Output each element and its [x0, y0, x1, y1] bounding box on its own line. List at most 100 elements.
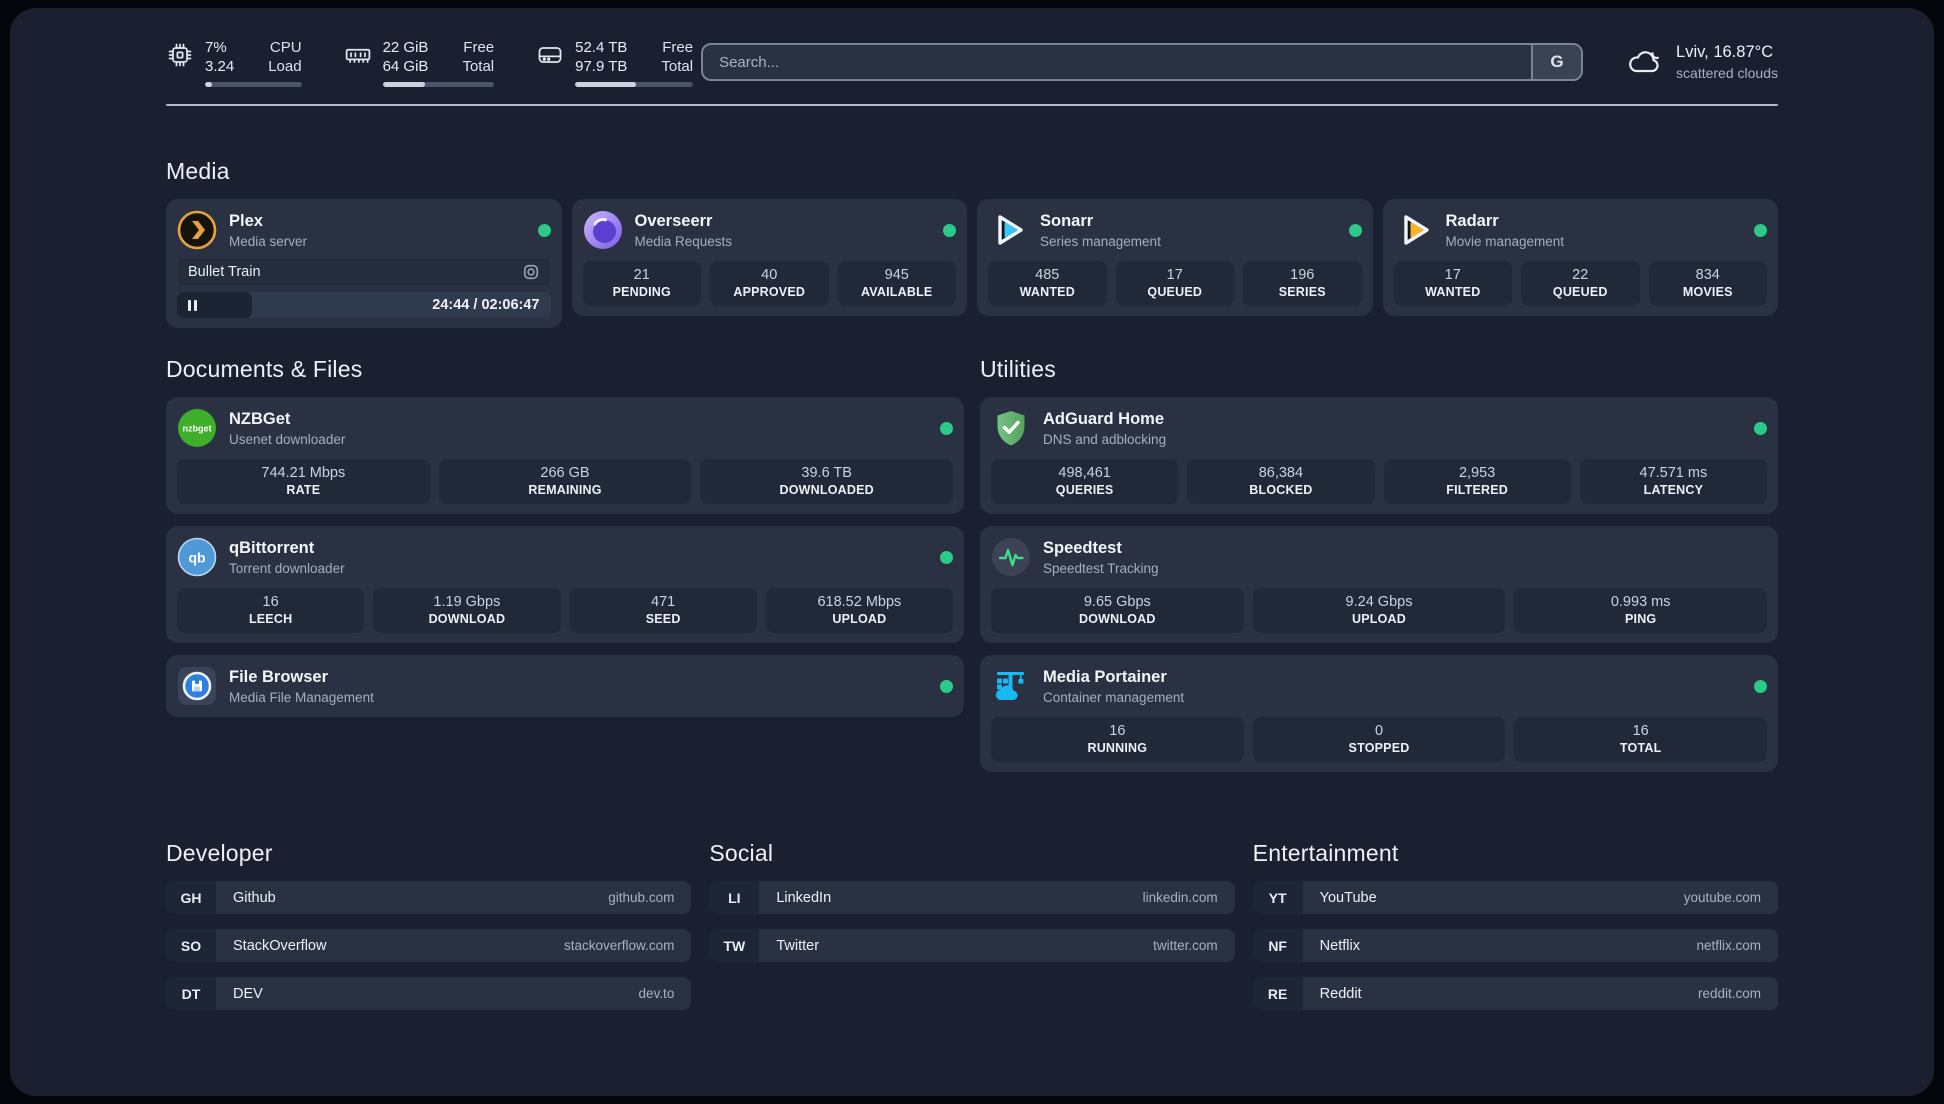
- card-speedtest[interactable]: Speedtest Speedtest Tracking 9.65 Gbps D…: [980, 526, 1778, 643]
- nzbget-title: NZBGet: [229, 409, 291, 428]
- entertainment-column: Entertainment YT YouTube youtube.com NF …: [1252, 812, 1778, 1025]
- portainer-icon: [995, 672, 1024, 701]
- bookmark-twitter[interactable]: TW Twitter twitter.com: [709, 929, 1235, 962]
- top-bar: 7% 3.24 CPU Load 22 GiB: [166, 36, 1778, 88]
- adguard-title: AdGuard Home: [1043, 409, 1165, 428]
- nzbget-subtitle: Usenet downloader: [229, 431, 346, 447]
- disk-widget: 52.4 TB 97.9 TB Free Total: [536, 38, 694, 87]
- filebrowser-icon: [178, 667, 216, 705]
- stat-seed: 471 SEED: [569, 588, 757, 633]
- header-divider: [166, 104, 1778, 106]
- adguard-icon: [997, 411, 1025, 446]
- bookmark-github[interactable]: GH Github github.com: [166, 881, 692, 914]
- portainer-title: Media Portainer: [1043, 667, 1167, 686]
- stat-rate: 744.21 Mbps RATE: [177, 459, 430, 504]
- search-bar: G: [701, 43, 1584, 81]
- bookmark-stackoverflow[interactable]: SO StackOverflow stackoverflow.com: [166, 929, 692, 962]
- stat-wanted: 485 WANTED: [988, 261, 1107, 306]
- stat-stopped: 0 STOPPED: [1252, 717, 1506, 762]
- sonarr-title: Sonarr: [1040, 211, 1094, 230]
- svg-text:qb: qb: [188, 550, 205, 566]
- stat-total: 16 TOTAL: [1514, 717, 1768, 762]
- filebrowser-subtitle: Media File Management: [229, 689, 374, 705]
- filebrowser-status-dot: [940, 679, 953, 693]
- stat-queries: 498,461 QUERIES: [991, 459, 1179, 504]
- card-qbittorrent[interactable]: qb qBittorrent Torrent downloader 16 LEE…: [166, 526, 964, 643]
- pause-icon[interactable]: [188, 299, 197, 311]
- disk-icon: [538, 46, 562, 63]
- utilities-column: Utilities AdGuard Home DNS and adblockin…: [980, 328, 1778, 784]
- section-heading-utilities: Utilities: [980, 356, 1056, 382]
- bookmark-dev[interactable]: DT DEV dev.to: [166, 977, 692, 1010]
- bookmark-linkedin[interactable]: LI LinkedIn linkedin.com: [709, 881, 1235, 914]
- main-grid: Documents & Files nzbget NZBGet Usenet d…: [166, 328, 1778, 784]
- speedtest-title: Speedtest: [1043, 538, 1122, 557]
- disk-labels: Free Total: [661, 38, 694, 75]
- overseerr-subtitle: Media Requests: [634, 233, 733, 249]
- stat-downloaded: 39.6 TB DOWNLOADED: [700, 459, 954, 504]
- adguard-subtitle: DNS and adblocking: [1043, 431, 1167, 447]
- weather-condition: scattered clouds: [1676, 65, 1778, 81]
- bookmarks-grid: Developer GH Github github.com SO StackO…: [166, 812, 1778, 1025]
- speedtest-icon: [992, 538, 1030, 576]
- radarr-subtitle: Movie management: [1445, 233, 1565, 249]
- stat-upload: 618.52 Mbps UPLOAD: [765, 588, 953, 633]
- nzbget-icon: nzbget: [178, 409, 216, 447]
- speedtest-subtitle: Speedtest Tracking: [1043, 560, 1159, 576]
- weather-widget: Lviv, 16.87°C scattered clouds: [1627, 43, 1778, 81]
- cloud-icon: [1629, 51, 1659, 73]
- card-nzbget[interactable]: nzbget NZBGet Usenet downloader 744.21 M…: [166, 397, 964, 514]
- media-grid: Plex Media server Bullet Train 24:44 / 0…: [166, 199, 1778, 328]
- bookmark-netflix[interactable]: NF Netflix netflix.com: [1252, 929, 1778, 962]
- section-heading-social: Social: [709, 840, 774, 866]
- qbittorrent-status-dot: [940, 550, 953, 564]
- weather-location-temp: Lviv, 16.87°C: [1676, 43, 1774, 61]
- plex-icon: [177, 210, 217, 250]
- video-icon: [523, 264, 538, 280]
- memory-labels: Free Total: [462, 38, 495, 75]
- search-provider-button[interactable]: G: [1531, 45, 1582, 79]
- stat-remaining: 266 GB REMAINING: [438, 459, 692, 504]
- stat-latency: 47.571 ms LATENCY: [1579, 459, 1767, 504]
- plex-title: Plex: [229, 211, 263, 230]
- stat-series: 196 SERIES: [1243, 261, 1362, 306]
- cpu-progress: [205, 81, 302, 87]
- plex-time: 24:44 / 02:06:47: [432, 297, 540, 313]
- search-input[interactable]: [703, 45, 1532, 79]
- plex-now-playing: Bullet Train: [177, 259, 551, 285]
- stat-leech: 16 LEECH: [177, 588, 365, 633]
- card-filebrowser[interactable]: File Browser Media File Management: [166, 655, 964, 717]
- stat-wanted: 17 WANTED: [1393, 261, 1512, 306]
- stat-download: 1.19 Gbps DOWNLOAD: [373, 588, 561, 633]
- sonarr-icon: [998, 215, 1023, 245]
- plex-progress-bar[interactable]: 24:44 / 02:06:47: [177, 292, 551, 318]
- svg-text:nzbget: nzbget: [183, 424, 212, 434]
- social-column: Social LI LinkedIn linkedin.com TW Twitt…: [709, 812, 1235, 977]
- section-heading-documents: Documents & Files: [166, 356, 363, 382]
- radarr-status-dot: [1754, 223, 1767, 237]
- card-plex[interactable]: Plex Media server Bullet Train 24:44 / 0…: [166, 199, 562, 328]
- stat-approved: 40 APPROVED: [710, 261, 829, 306]
- disk-progress: [575, 81, 694, 87]
- bookmark-youtube[interactable]: YT YouTube youtube.com: [1252, 881, 1778, 914]
- memory-icon: [345, 48, 370, 63]
- stat-filtered: 2,953 FILTERED: [1383, 459, 1571, 504]
- stat-blocked: 86,384 BLOCKED: [1187, 459, 1375, 504]
- section-heading-media: Media: [166, 158, 230, 184]
- memory-progress: [382, 81, 495, 87]
- section-heading-entertainment: Entertainment: [1252, 840, 1399, 866]
- card-adguard[interactable]: AdGuard Home DNS and adblocking 498,461 …: [980, 397, 1778, 514]
- card-overseerr[interactable]: Overseerr Media Requests 21 PENDING 40 A…: [571, 199, 967, 316]
- card-portainer[interactable]: Media Portainer Container management 16 …: [980, 655, 1778, 772]
- cpu-widget: 7% 3.24 CPU Load: [166, 38, 302, 87]
- card-sonarr[interactable]: Sonarr Series management 485 WANTED 17 Q…: [977, 199, 1373, 316]
- qbittorrent-subtitle: Torrent downloader: [229, 560, 345, 576]
- disk-values: 52.4 TB 97.9 TB: [575, 38, 628, 75]
- section-heading-developer: Developer: [166, 840, 273, 866]
- filebrowser-title: File Browser: [229, 667, 329, 686]
- bookmark-reddit[interactable]: RE Reddit reddit.com: [1252, 977, 1778, 1010]
- sonarr-status-dot: [1348, 223, 1362, 237]
- card-radarr[interactable]: Radarr Movie management 17 WANTED 22 QUE…: [1382, 199, 1778, 316]
- memory-values: 22 GiB 64 GiB: [382, 38, 429, 75]
- portainer-status-dot: [1754, 679, 1767, 693]
